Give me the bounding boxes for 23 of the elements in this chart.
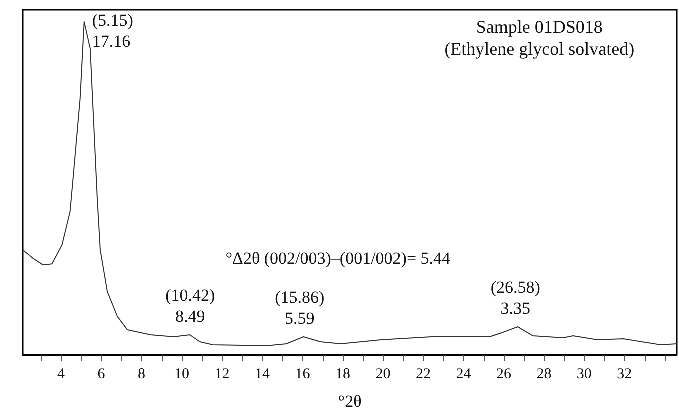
annotation: (10.42) 8.49 <box>166 286 216 326</box>
text: (Ethylene glycol solvated) <box>444 39 635 59</box>
annotation: (5.15) 17.16 <box>92 10 134 51</box>
x-tick-label: 26 <box>496 366 512 382</box>
x-tick-label: 30 <box>576 366 592 382</box>
x-tick-label: 14 <box>254 366 270 382</box>
annotation: (26.58) 3.35 <box>490 278 540 318</box>
x-tick-label: 24 <box>456 366 472 382</box>
x-tick-label: 22 <box>416 366 431 382</box>
chart-title: Sample 01DS018 <box>476 17 603 37</box>
x-tick-label: 6 <box>98 366 106 382</box>
x-tick-label: 8 <box>138 366 146 382</box>
x-tick-label: 18 <box>335 366 350 382</box>
x-tick-label: 20 <box>376 366 391 382</box>
x-tick-label: 28 <box>536 366 552 382</box>
x-tick-label: 10 <box>174 366 190 382</box>
x-tick-label: 16 <box>295 366 311 382</box>
x-tick-label: 32 <box>617 366 632 382</box>
annotation: (15.86) 5.59 <box>275 288 325 328</box>
annotation: °Δ2θ (002/003)–(001/002)= 5.44 <box>226 248 452 268</box>
x-tick-label: 12 <box>214 366 230 382</box>
x-axis-title: °2θ <box>338 392 362 411</box>
x-tick-label: 4 <box>57 366 66 382</box>
